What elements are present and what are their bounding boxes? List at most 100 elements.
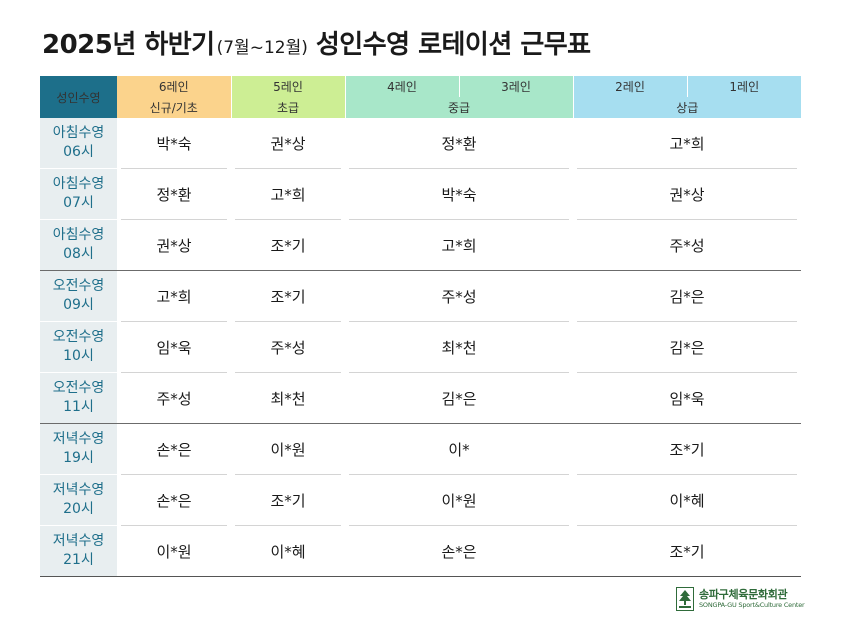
- lane-1-header: 1레인: [687, 76, 801, 97]
- instructor-name: 고*희: [441, 236, 477, 255]
- time-cell: 오전수영 09시: [40, 270, 117, 322]
- time-cell: 아침수영 06시: [40, 118, 117, 169]
- instructor-name: 조*기: [270, 287, 306, 306]
- instructor-name: 주*성: [669, 236, 705, 255]
- instructor-name: 손*은: [156, 440, 192, 459]
- session-label: 저녁수영: [52, 533, 105, 549]
- time-cell: 저녁수영 21시: [40, 525, 117, 577]
- instructor-name: 주*성: [156, 389, 192, 408]
- instructor-name: 고*희: [669, 134, 705, 153]
- session-label: 아침수영: [52, 176, 105, 192]
- instructor-name: 고*희: [270, 185, 306, 204]
- hour-label: 21시: [63, 552, 94, 568]
- hour-label: 19시: [63, 450, 94, 466]
- table-row: 오전수영 11시 주*성 최*천 김*은 임*욱: [40, 372, 801, 424]
- instructor-name: 최*천: [270, 389, 306, 408]
- elementary-cell: 이*혜: [231, 526, 345, 577]
- instructor-name: 손*은: [156, 491, 192, 510]
- beginner-cell: 주*성: [117, 373, 231, 424]
- elementary-cell: 조*기: [231, 475, 345, 526]
- advanced-cell: 고*희: [573, 118, 801, 169]
- instructor-name: 조*기: [270, 491, 306, 510]
- advanced-cell: 김*은: [573, 271, 801, 322]
- schedule-table: 성인수영 6레인 5레인 4레인 3레인 2레인 1레인 신규/기초 초급 중급…: [40, 76, 801, 577]
- advanced-cell: 이*혜: [573, 475, 801, 526]
- advanced-cell: 조*기: [573, 526, 801, 577]
- instructor-name: 이*혜: [669, 491, 705, 510]
- instructor-name: 박*숙: [441, 185, 477, 204]
- instructor-name: 김*은: [441, 389, 477, 408]
- instructor-name: 박*숙: [156, 134, 192, 153]
- center-logo: 송파구체육문화회관 SONGPA-GU Sport&Culture Center: [676, 584, 805, 614]
- intermediate-cell: 고*희: [345, 220, 573, 271]
- beginner-cell: 손*은: [117, 475, 231, 526]
- advanced-cell: 주*성: [573, 220, 801, 271]
- time-cell: 오전수영 10시: [40, 321, 117, 373]
- instructor-name: 손*은: [441, 542, 477, 561]
- instructor-name: 최*천: [441, 338, 477, 357]
- instructor-name: 주*성: [270, 338, 306, 357]
- elementary-cell: 최*천: [231, 373, 345, 424]
- advanced-cell: 임*욱: [573, 373, 801, 424]
- beginner-cell: 고*희: [117, 271, 231, 322]
- table-row: 아침수영 08시 권*상 조*기 고*희 주*성: [40, 219, 801, 271]
- intermediate-cell: 최*천: [345, 322, 573, 373]
- hour-label: 10시: [63, 348, 94, 364]
- beginner-cell: 이*원: [117, 526, 231, 577]
- hour-label: 06시: [63, 144, 94, 160]
- title-sub: 성인수영 로테이션 근무표: [315, 30, 591, 60]
- instructor-name: 정*환: [156, 185, 192, 204]
- title-period: (7월~12월): [216, 38, 308, 58]
- instructor-name: 김*은: [669, 338, 705, 357]
- session-label: 오전수영: [52, 278, 105, 294]
- elementary-cell: 이*원: [231, 424, 345, 475]
- instructor-name: 임*욱: [669, 389, 705, 408]
- hour-label: 09시: [63, 297, 94, 313]
- instructor-name: 정*환: [441, 134, 477, 153]
- instructor-name: 권*상: [270, 134, 306, 153]
- session-label: 저녁수영: [52, 482, 105, 498]
- session-label: 아침수영: [52, 125, 105, 141]
- table-row: 저녁수영 19시 손*은 이*원 이* 조*기: [40, 423, 801, 475]
- advanced-cell: 김*은: [573, 322, 801, 373]
- session-label: 오전수영: [52, 380, 105, 396]
- lane-5-header: 5레인: [231, 76, 346, 97]
- table-row: 오전수영 09시 고*희 조*기 주*성 김*은: [40, 270, 801, 322]
- instructor-name: 조*기: [669, 542, 705, 561]
- beginner-cell: 권*상: [117, 220, 231, 271]
- instructor-name: 이*원: [270, 440, 306, 459]
- instructor-name: 이*원: [441, 491, 477, 510]
- instructor-name: 이*: [448, 440, 470, 459]
- beginner-cell: 손*은: [117, 424, 231, 475]
- instructor-name: 주*성: [441, 287, 477, 306]
- instructor-name: 권*상: [156, 236, 192, 255]
- instructor-name: 임*욱: [156, 338, 192, 357]
- level-header-row: 신규/기초 초급 중급 상급: [40, 97, 801, 118]
- hour-label: 11시: [63, 399, 94, 415]
- beginner-cell: 박*숙: [117, 118, 231, 169]
- logo-korean-name: 송파구체육문화회관: [699, 588, 788, 602]
- elementary-cell: 고*희: [231, 169, 345, 220]
- lane-2-header: 2레인: [573, 76, 688, 97]
- lane-4-header: 4레인: [345, 76, 460, 97]
- intermediate-cell: 이*원: [345, 475, 573, 526]
- page-title: 2025년 하반기 (7월~12월) 성인수영 로테이션 근무표: [42, 24, 591, 64]
- table-row: 아침수영 07시 정*환 고*희 박*숙 권*상: [40, 168, 801, 220]
- advanced-cell: 조*기: [573, 424, 801, 475]
- time-cell: 아침수영 08시: [40, 219, 117, 271]
- title-main: 2025년 하반기: [42, 30, 215, 60]
- elementary-cell: 조*기: [231, 220, 345, 271]
- instructor-name: 이*원: [156, 542, 192, 561]
- level-elementary-header: 초급: [231, 97, 346, 118]
- session-label: 아침수영: [52, 227, 105, 243]
- lane-header-row: 성인수영 6레인 5레인 4레인 3레인 2레인 1레인: [40, 76, 801, 118]
- intermediate-cell: 박*숙: [345, 169, 573, 220]
- table-row: 저녁수영 21시 이*원 이*혜 손*은 조*기: [40, 525, 801, 577]
- hour-label: 07시: [63, 195, 94, 211]
- time-cell: 오전수영 11시: [40, 372, 117, 424]
- instructor-name: 김*은: [669, 287, 705, 306]
- instructor-name: 이*혜: [270, 542, 306, 561]
- session-label: 오전수영: [52, 329, 105, 345]
- intermediate-cell: 이*: [345, 424, 573, 475]
- elementary-cell: 조*기: [231, 271, 345, 322]
